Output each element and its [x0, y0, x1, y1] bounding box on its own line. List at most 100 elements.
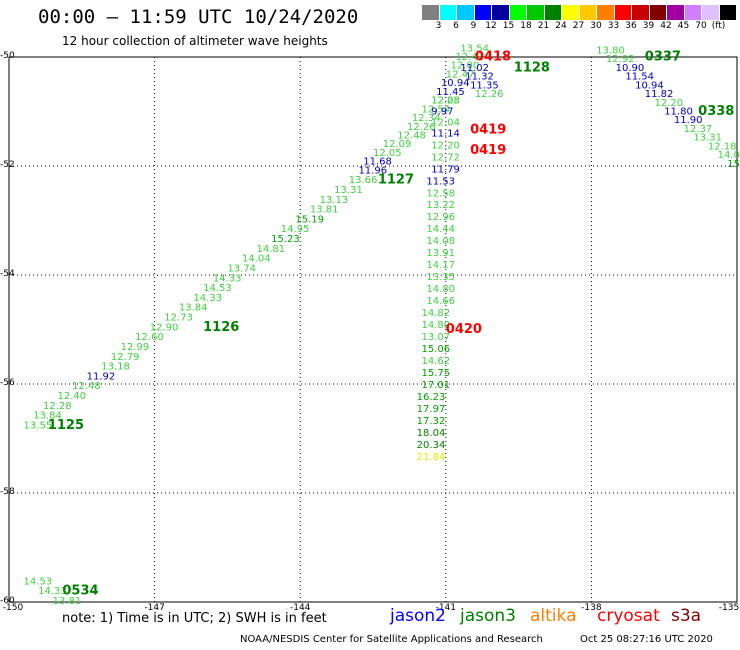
- time-label: 0418: [475, 50, 511, 65]
- swh-value: 13.07: [422, 332, 451, 343]
- swh-value: 12.18: [708, 141, 737, 152]
- swh-value: 17.01: [422, 380, 451, 391]
- swh-value: 12.09: [383, 139, 412, 150]
- swh-value: 11.79: [431, 164, 460, 175]
- longitude-label: -150: [2, 603, 24, 613]
- color-swatch: [562, 5, 580, 20]
- swh-value: 15.23: [271, 234, 300, 245]
- swh-value: 12.26: [475, 89, 504, 100]
- swh-value: 14.33: [38, 586, 67, 597]
- swh-value: 14.05: [718, 150, 740, 161]
- time-label: 1127: [378, 173, 414, 188]
- swh-value: 13.80: [596, 45, 625, 56]
- footnote: note: 1) Time is in UTC; 2) SWH is in fe…: [62, 611, 327, 626]
- color-swatch: [439, 5, 457, 20]
- swh-value: 14.82: [422, 308, 451, 319]
- swh-value: 15.75: [422, 368, 451, 379]
- color-scale-label: 24: [555, 21, 567, 31]
- swh-value: 12.96: [426, 212, 455, 223]
- legend-altika: altika: [530, 606, 577, 626]
- swh-value: 14.04: [242, 254, 271, 265]
- swh-value: 13.81: [310, 205, 339, 216]
- time-label: 0337: [645, 50, 681, 65]
- swh-value: 11.45: [436, 87, 465, 98]
- swh-value: 18.04: [417, 428, 446, 439]
- swh-value: 13.91: [426, 248, 455, 259]
- swh-value: 14.17: [426, 260, 455, 271]
- swh-value: 13.35: [426, 272, 455, 283]
- color-swatch: [719, 5, 737, 20]
- latitude-label: -58: [0, 487, 15, 497]
- swh-value: 11.96: [358, 165, 387, 176]
- swh-value: 9.97: [431, 107, 453, 118]
- swh-value: 15.00: [727, 159, 740, 170]
- swh-value: 13.84: [179, 303, 208, 314]
- swh-value: 14.44: [426, 224, 455, 235]
- swh-value: 11.82: [645, 89, 674, 100]
- swh-value: 12.54: [422, 104, 451, 115]
- color-scale-labels: 3 6 9 12 15 18 21 24 27 30 33 36 39 42 45 70 (ft): [422, 21, 740, 35]
- color-swatch: [579, 5, 597, 20]
- color-scale-label: 3: [435, 21, 442, 31]
- color-swatch: [667, 5, 685, 20]
- latitude-label: -60: [0, 596, 15, 606]
- longitude-label: -141: [435, 603, 457, 613]
- swh-value: 12.04: [431, 117, 460, 128]
- color-swatch: [474, 5, 492, 20]
- swh-value: 13.22: [426, 200, 455, 211]
- color-swatch: [544, 5, 562, 20]
- color-swatch: [597, 5, 615, 20]
- swh-value: 12.58: [426, 188, 455, 199]
- swh-value: 13.81: [53, 596, 82, 607]
- swh-value: 11.68: [363, 157, 392, 168]
- color-swatch: [684, 5, 702, 20]
- time-label: 0420: [446, 322, 482, 337]
- swh-value: 12.60: [135, 332, 164, 343]
- swh-value: 10.94: [635, 80, 664, 91]
- legend-jason2: jason2: [390, 606, 446, 626]
- color-swatch: [457, 5, 475, 20]
- swh-value: 13.74: [227, 263, 256, 274]
- swh-value: 11.02: [460, 63, 489, 74]
- color-swatch: [649, 5, 667, 20]
- swh-value: 12.40: [58, 391, 87, 402]
- longitude-label: -138: [581, 603, 602, 613]
- swh-value: 17.32: [417, 416, 446, 427]
- longitude-label: -147: [144, 603, 165, 613]
- swh-value: 15.06: [422, 344, 451, 355]
- time-label: 0419: [470, 123, 506, 138]
- latitude-label: -54: [0, 269, 15, 279]
- swh-value: 12.92: [606, 54, 635, 65]
- swh-value: 12.34: [412, 113, 441, 124]
- color-scale-label: (ft): [711, 21, 726, 31]
- swh-value: 13.31: [334, 185, 363, 196]
- swh-value: 13.66: [349, 175, 378, 186]
- swh-value: 11.14: [431, 128, 460, 139]
- swh-value: 15.19: [295, 214, 324, 225]
- swh-value: 12.72: [431, 152, 460, 163]
- swh-value: 14.33: [213, 273, 242, 284]
- time-label: 1126: [203, 320, 239, 335]
- color-scale-label: 33: [607, 21, 620, 31]
- color-swatch: [527, 5, 545, 20]
- swh-value: 17.97: [417, 404, 446, 415]
- swh-value: 13.55: [24, 420, 53, 431]
- swh-value: 12.48: [397, 130, 426, 141]
- swh-value: 12.05: [373, 148, 402, 159]
- legend-jason3: jason3: [460, 606, 516, 626]
- map-frame: [8, 56, 738, 603]
- swh-value: 13.84: [33, 411, 62, 422]
- swh-value: 14.81: [257, 244, 286, 255]
- time-label: 1128: [514, 60, 550, 75]
- color-scale-label: 6: [453, 21, 459, 31]
- time-label: 0534: [62, 584, 98, 599]
- page-title: 00:00 – 11:59 UTC 10/24/2020: [38, 6, 359, 28]
- swh-value: 14.53: [203, 283, 232, 294]
- swh-value: 12.99: [121, 342, 150, 353]
- time-label: 0338: [698, 104, 734, 119]
- latitude-label: -56: [0, 378, 15, 388]
- swh-value: 11.54: [625, 72, 654, 83]
- swh-value: 11.35: [470, 80, 499, 91]
- swh-value: 14.66: [426, 296, 455, 307]
